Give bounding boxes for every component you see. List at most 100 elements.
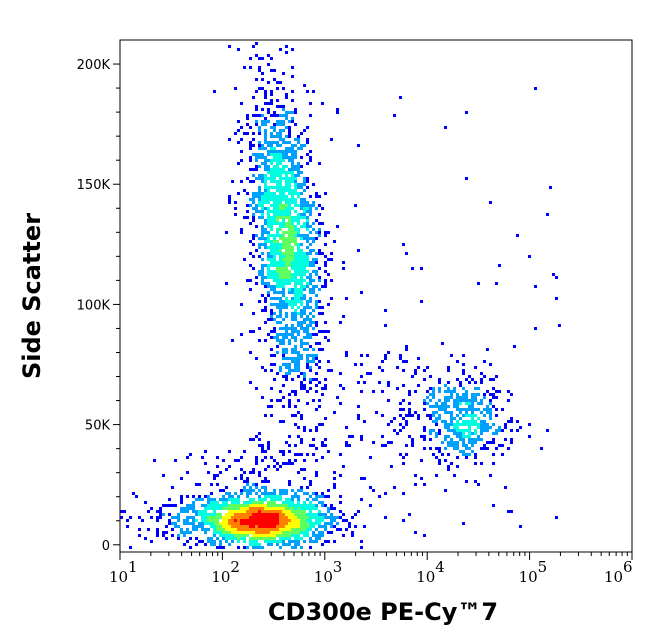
- event-dot: [273, 243, 276, 246]
- event-dot: [285, 153, 288, 156]
- event-dot: [300, 204, 303, 207]
- event-dot: [279, 450, 282, 453]
- event-dot: [309, 279, 312, 282]
- event-dot: [444, 126, 447, 129]
- event-dot: [483, 360, 486, 363]
- event-dot: [297, 534, 300, 537]
- event-dot: [312, 90, 315, 93]
- event-dot: [315, 390, 318, 393]
- event-dot: [192, 528, 195, 531]
- event-dot: [279, 540, 282, 543]
- event-dot: [318, 342, 321, 345]
- event-dot: [300, 183, 303, 186]
- event-dot: [306, 141, 309, 144]
- event-dot: [345, 444, 348, 447]
- event-dot: [285, 516, 288, 519]
- event-dot: [318, 276, 321, 279]
- event-dot: [321, 348, 324, 351]
- event-dot: [318, 405, 321, 408]
- event-dot: [249, 240, 252, 243]
- event-dot: [183, 519, 186, 522]
- event-dot: [285, 498, 288, 501]
- event-dot: [282, 156, 285, 159]
- event-dot: [240, 150, 243, 153]
- event-dot: [279, 519, 282, 522]
- event-dot: [288, 528, 291, 531]
- event-dot: [279, 168, 282, 171]
- event-dot: [249, 252, 252, 255]
- event-dot: [306, 348, 309, 351]
- event-dot: [312, 438, 315, 441]
- event-dot: [258, 504, 261, 507]
- event-dot: [465, 435, 468, 438]
- event-dot: [471, 450, 474, 453]
- event-dot: [258, 141, 261, 144]
- event-dot: [282, 534, 285, 537]
- event-dot: [204, 531, 207, 534]
- event-dot: [339, 453, 342, 456]
- event-dot: [288, 120, 291, 123]
- event-dot: [321, 543, 324, 546]
- event-dot: [273, 276, 276, 279]
- event-dot: [291, 75, 294, 78]
- event-dot: [234, 510, 237, 513]
- event-dot: [204, 528, 207, 531]
- event-dot: [264, 123, 267, 126]
- event-dot: [315, 528, 318, 531]
- event-dot: [300, 309, 303, 312]
- event-dot: [351, 516, 354, 519]
- event-dot: [285, 279, 288, 282]
- event-dot: [453, 417, 456, 420]
- event-dot: [528, 435, 531, 438]
- event-dot: [276, 276, 279, 279]
- event-dot: [279, 195, 282, 198]
- event-dot: [273, 114, 276, 117]
- event-dot: [273, 336, 276, 339]
- event-dot: [309, 321, 312, 324]
- event-dot: [252, 513, 255, 516]
- event-dot: [249, 222, 252, 225]
- event-dot: [288, 135, 291, 138]
- event-dot: [429, 438, 432, 441]
- event-dot: [285, 180, 288, 183]
- event-dot: [450, 390, 453, 393]
- event-dot: [288, 333, 291, 336]
- event-dot: [408, 402, 411, 405]
- event-dot: [276, 141, 279, 144]
- event-dot: [306, 534, 309, 537]
- event-dot: [339, 321, 342, 324]
- event-dot: [261, 162, 264, 165]
- event-dot: [336, 528, 339, 531]
- event-dot: [462, 399, 465, 402]
- event-dot: [306, 153, 309, 156]
- event-dot: [300, 417, 303, 420]
- event-dot: [315, 498, 318, 501]
- event-dot: [291, 216, 294, 219]
- event-dot: [279, 210, 282, 213]
- event-dot: [267, 495, 270, 498]
- event-dot: [276, 87, 279, 90]
- event-dot: [294, 444, 297, 447]
- event-dot: [426, 396, 429, 399]
- event-dot: [267, 525, 270, 528]
- event-dot: [186, 507, 189, 510]
- event-dot: [264, 156, 267, 159]
- event-dot: [267, 54, 270, 57]
- event-dot: [150, 516, 153, 519]
- event-dot: [240, 516, 243, 519]
- event-dot: [261, 192, 264, 195]
- event-dot: [267, 207, 270, 210]
- event-dot: [288, 180, 291, 183]
- event-dot: [252, 540, 255, 543]
- event-dot: [288, 270, 291, 273]
- event-dot: [279, 216, 282, 219]
- event-dot: [432, 387, 435, 390]
- event-dot: [417, 417, 420, 420]
- event-dot: [327, 231, 330, 234]
- event-dot: [291, 207, 294, 210]
- event-dot: [276, 222, 279, 225]
- event-dot: [258, 471, 261, 474]
- event-dot: [474, 423, 477, 426]
- event-dot: [330, 252, 333, 255]
- event-dot: [243, 66, 246, 69]
